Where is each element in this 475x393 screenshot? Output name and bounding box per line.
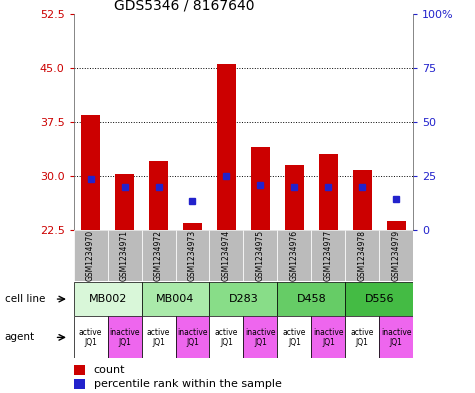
Bar <box>217 64 236 230</box>
Bar <box>107 230 142 281</box>
Text: active
JQ1: active JQ1 <box>351 328 374 347</box>
Text: inactive
JQ1: inactive JQ1 <box>313 328 343 347</box>
Text: agent: agent <box>5 332 35 342</box>
Text: inactive
JQ1: inactive JQ1 <box>381 328 411 347</box>
Bar <box>209 282 277 316</box>
Bar <box>379 230 413 281</box>
Bar <box>277 230 311 281</box>
Bar <box>176 316 209 358</box>
Text: MB002: MB002 <box>88 294 127 304</box>
Text: GDS5346 / 8167640: GDS5346 / 8167640 <box>114 0 255 13</box>
Text: GSM1234970: GSM1234970 <box>86 230 95 281</box>
Text: active
JQ1: active JQ1 <box>79 328 102 347</box>
Bar <box>142 316 176 358</box>
Text: inactive
JQ1: inactive JQ1 <box>177 328 208 347</box>
Bar <box>176 230 209 281</box>
Text: D458: D458 <box>296 294 326 304</box>
Text: count: count <box>94 365 125 375</box>
Bar <box>285 165 304 230</box>
Bar <box>209 316 243 358</box>
Text: active
JQ1: active JQ1 <box>283 328 306 347</box>
Bar <box>345 282 413 316</box>
Bar <box>74 365 86 375</box>
Bar <box>74 316 107 358</box>
Bar <box>81 115 100 230</box>
Bar <box>311 316 345 358</box>
Text: GSM1234975: GSM1234975 <box>256 230 265 281</box>
Bar <box>345 230 379 281</box>
Text: MB004: MB004 <box>156 294 195 304</box>
Bar <box>319 154 338 230</box>
Bar <box>387 220 406 230</box>
Text: active
JQ1: active JQ1 <box>147 328 170 347</box>
Text: percentile rank within the sample: percentile rank within the sample <box>94 379 282 389</box>
Bar <box>243 230 277 281</box>
Bar <box>142 230 176 281</box>
Text: inactive
JQ1: inactive JQ1 <box>109 328 140 347</box>
Bar <box>183 223 202 230</box>
Text: D283: D283 <box>228 294 258 304</box>
Text: cell line: cell line <box>5 294 45 304</box>
Bar <box>353 170 371 230</box>
Text: D556: D556 <box>364 294 394 304</box>
Bar <box>243 316 277 358</box>
Bar <box>142 282 209 316</box>
Bar <box>209 230 243 281</box>
Bar <box>277 316 311 358</box>
Text: GSM1234974: GSM1234974 <box>222 230 231 281</box>
Bar <box>74 282 142 316</box>
Bar <box>312 230 345 281</box>
Text: GSM1234973: GSM1234973 <box>188 230 197 281</box>
Text: GSM1234971: GSM1234971 <box>120 230 129 281</box>
Text: GSM1234972: GSM1234972 <box>154 230 163 281</box>
Text: inactive
JQ1: inactive JQ1 <box>245 328 275 347</box>
Bar <box>277 282 345 316</box>
Text: GSM1234979: GSM1234979 <box>392 230 401 281</box>
Bar <box>74 230 107 281</box>
Bar <box>149 162 168 230</box>
Bar <box>345 316 379 358</box>
Bar <box>74 379 86 389</box>
Text: GSM1234977: GSM1234977 <box>324 230 333 281</box>
Bar <box>115 174 134 230</box>
Bar <box>107 316 142 358</box>
Bar <box>251 147 270 230</box>
Bar <box>379 316 413 358</box>
Text: GSM1234976: GSM1234976 <box>290 230 299 281</box>
Text: active
JQ1: active JQ1 <box>215 328 238 347</box>
Text: GSM1234978: GSM1234978 <box>358 230 367 281</box>
